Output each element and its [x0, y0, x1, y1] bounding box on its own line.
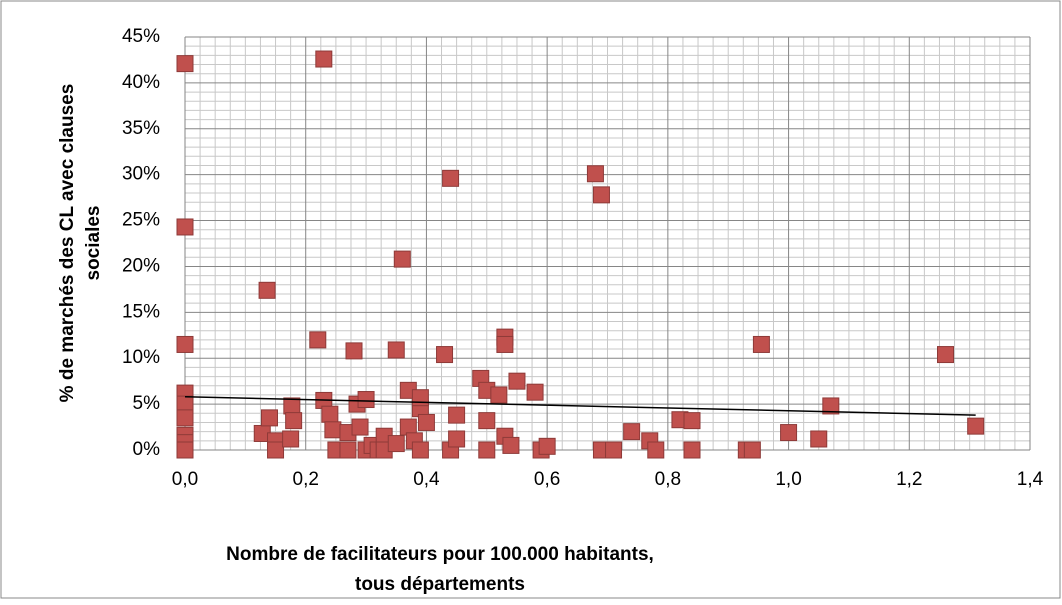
x-tick-label: 0,6 [534, 469, 560, 490]
y-axis-title: % de marchés des CL avec clauses [57, 84, 78, 403]
y-tick-label: 45% [122, 26, 160, 47]
point [282, 430, 300, 448]
point [309, 331, 327, 349]
point [436, 346, 454, 364]
trendline [184, 396, 976, 416]
point [967, 417, 985, 435]
point [502, 436, 520, 454]
point [478, 412, 496, 430]
point [345, 342, 363, 360]
point [780, 424, 798, 442]
point [623, 423, 641, 441]
y-tick-label: 25% [122, 210, 160, 231]
point [393, 250, 411, 268]
point [357, 391, 375, 409]
point [743, 441, 761, 459]
point [258, 281, 276, 299]
y-tick-label: 15% [122, 301, 160, 322]
point [586, 165, 604, 183]
point [176, 218, 194, 236]
y-tick-label: 20% [122, 255, 160, 276]
point [411, 389, 429, 407]
point [647, 441, 665, 459]
x-tick-label: 1,0 [775, 469, 801, 490]
point [508, 372, 526, 390]
y-axis-title: sociales [83, 206, 104, 281]
point [176, 441, 194, 459]
point [321, 405, 339, 423]
y-tick-label: 5% [133, 393, 161, 414]
grid [184, 36, 1031, 451]
point [339, 441, 357, 459]
y-tick-label: 0% [133, 439, 161, 460]
point [387, 435, 405, 453]
point [176, 409, 194, 427]
point [176, 55, 194, 73]
point [822, 397, 840, 415]
point [324, 421, 342, 439]
point [176, 335, 194, 353]
point [490, 386, 508, 404]
point [442, 169, 460, 187]
point [285, 412, 303, 430]
point [411, 441, 429, 459]
point [605, 441, 623, 459]
point [387, 341, 405, 359]
x-tick-label: 0,2 [293, 469, 319, 490]
point [267, 441, 285, 459]
point [478, 441, 496, 459]
y-tick-label: 30% [122, 164, 160, 185]
point [592, 186, 610, 204]
point [937, 346, 954, 364]
marks [176, 50, 985, 459]
x-tick-label: 1,4 [1017, 469, 1044, 490]
point [283, 397, 301, 415]
y-tick-label: 40% [122, 72, 160, 93]
y-tick-label: 10% [122, 347, 160, 368]
x-axis-title: tous départements [355, 574, 525, 595]
point [448, 430, 466, 448]
point [752, 335, 770, 353]
point [810, 430, 828, 448]
point [496, 335, 514, 353]
x-tick-label: 1,2 [896, 469, 922, 490]
point [683, 412, 701, 430]
y-tick-label: 35% [122, 118, 160, 139]
point [315, 50, 333, 68]
point [417, 413, 435, 431]
point [683, 441, 701, 459]
point [448, 406, 466, 424]
x-tick-label: 0,8 [655, 469, 681, 490]
x-axis-title: Nombre de facilitateurs pour 100.000 hab… [226, 544, 654, 565]
point [538, 437, 556, 455]
x-tick-label: 0,4 [413, 469, 440, 490]
point [261, 409, 278, 427]
x-tick-label: 0,0 [172, 469, 198, 490]
point [526, 383, 544, 401]
point [351, 418, 369, 436]
